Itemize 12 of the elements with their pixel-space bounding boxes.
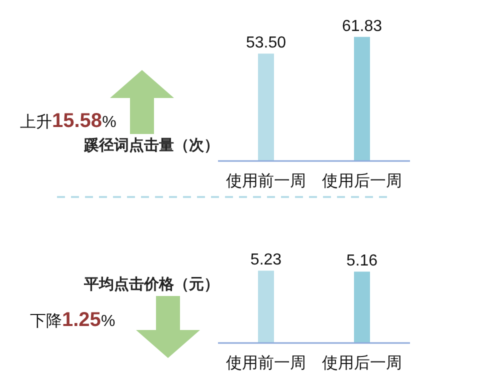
text: 上升15.58%	[20, 110, 116, 132]
data-label: 5.23	[250, 252, 282, 269]
x-tick-label: 使用前一周	[226, 172, 306, 190]
chart-title: 平均点击价格（元）	[83, 276, 219, 293]
x-tick-label: 使用后一周	[322, 354, 402, 372]
data-label: 61.83	[342, 18, 382, 35]
text: 下降1.25%	[30, 309, 116, 331]
data-label: 53.50	[246, 34, 286, 52]
text: 蹊径词点击量（次）	[83, 137, 219, 154]
x-tick-label: 使用前一周	[226, 354, 306, 372]
x-tick-label: 使用后一周	[322, 172, 402, 190]
data-label: 5.16	[346, 252, 378, 270]
